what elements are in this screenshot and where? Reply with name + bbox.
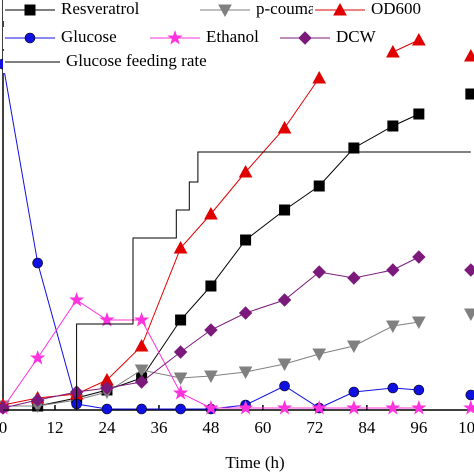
marker xyxy=(238,306,253,320)
marker xyxy=(69,291,85,307)
x-tick-label: 96 xyxy=(410,418,427,437)
marker xyxy=(386,44,400,58)
marker xyxy=(133,311,150,327)
marker xyxy=(348,142,360,154)
marker xyxy=(101,403,113,415)
marker xyxy=(204,206,218,220)
marker xyxy=(298,31,312,45)
series-line xyxy=(3,40,471,405)
x-tick-label: 84 xyxy=(358,418,376,437)
legend-label: Ethanol xyxy=(206,27,259,46)
marker xyxy=(463,308,474,322)
series-line xyxy=(3,64,471,409)
series-line xyxy=(3,257,471,408)
x-tick-label: 36 xyxy=(150,418,167,437)
marker xyxy=(173,372,188,386)
marker xyxy=(175,314,187,326)
marker xyxy=(347,271,361,285)
marker xyxy=(464,263,474,277)
marker xyxy=(134,364,149,378)
marker xyxy=(346,399,362,415)
legend-bg xyxy=(148,27,265,49)
marker xyxy=(386,320,400,334)
x-tick-label: 72 xyxy=(306,418,323,437)
marker xyxy=(175,403,186,415)
x-axis-label: Time (h) xyxy=(225,453,284,472)
series-line xyxy=(3,94,471,406)
marker xyxy=(204,370,218,384)
marker xyxy=(134,338,149,352)
x-tick-label: 60 xyxy=(254,418,271,437)
marker xyxy=(237,399,254,415)
marker xyxy=(413,384,425,396)
marker xyxy=(205,280,217,292)
marker xyxy=(134,375,149,389)
marker xyxy=(387,382,399,394)
marker xyxy=(465,389,474,401)
marker xyxy=(347,340,361,354)
marker xyxy=(204,323,218,337)
marker xyxy=(465,88,474,100)
marker xyxy=(172,384,189,400)
x-tick-label: 0 xyxy=(0,418,7,437)
marker xyxy=(312,348,327,362)
marker xyxy=(203,399,219,415)
legend-bg xyxy=(3,27,120,49)
marker xyxy=(238,366,253,380)
marker xyxy=(24,4,36,16)
marker xyxy=(100,381,114,395)
marker xyxy=(277,120,292,134)
marker xyxy=(99,311,115,327)
legend-label: OD600 xyxy=(371,0,421,18)
marker xyxy=(136,403,147,415)
legend-bg xyxy=(3,51,242,73)
marker xyxy=(385,399,401,415)
series-line xyxy=(3,151,471,411)
marker xyxy=(173,240,188,254)
x-tick-label: 24 xyxy=(98,418,116,437)
marker xyxy=(238,164,253,178)
marker xyxy=(412,316,426,330)
marker xyxy=(411,399,427,415)
marker xyxy=(240,234,252,246)
marker xyxy=(386,263,400,277)
marker xyxy=(30,393,45,407)
marker xyxy=(412,32,426,46)
marker xyxy=(463,48,474,62)
marker xyxy=(311,399,327,415)
marker xyxy=(30,349,46,365)
marker xyxy=(218,4,232,18)
marker xyxy=(167,29,183,45)
marker xyxy=(279,204,291,216)
marker xyxy=(313,180,325,192)
marker xyxy=(348,386,360,398)
marker xyxy=(333,2,347,16)
marker xyxy=(413,108,425,120)
marker xyxy=(463,399,474,415)
marker xyxy=(0,401,10,415)
marker xyxy=(276,399,293,415)
x-tick-label: 108 xyxy=(458,418,474,437)
legend-bg xyxy=(3,0,156,21)
marker xyxy=(173,345,188,359)
marker xyxy=(387,120,399,132)
marker xyxy=(412,250,426,264)
legend-label: Resveratrol xyxy=(61,0,140,18)
legend-label: Glucose xyxy=(61,27,117,46)
marker xyxy=(277,293,292,307)
marker xyxy=(24,32,36,44)
marker xyxy=(312,265,326,279)
marker xyxy=(32,257,43,269)
marker xyxy=(312,70,327,84)
legend-label: Glucose feeding rate xyxy=(66,51,207,70)
x-tick-label: 48 xyxy=(202,418,219,437)
marker xyxy=(277,358,292,372)
legend-label: DCW xyxy=(336,27,377,46)
x-tick-label: 12 xyxy=(46,418,63,437)
marker xyxy=(279,380,290,392)
